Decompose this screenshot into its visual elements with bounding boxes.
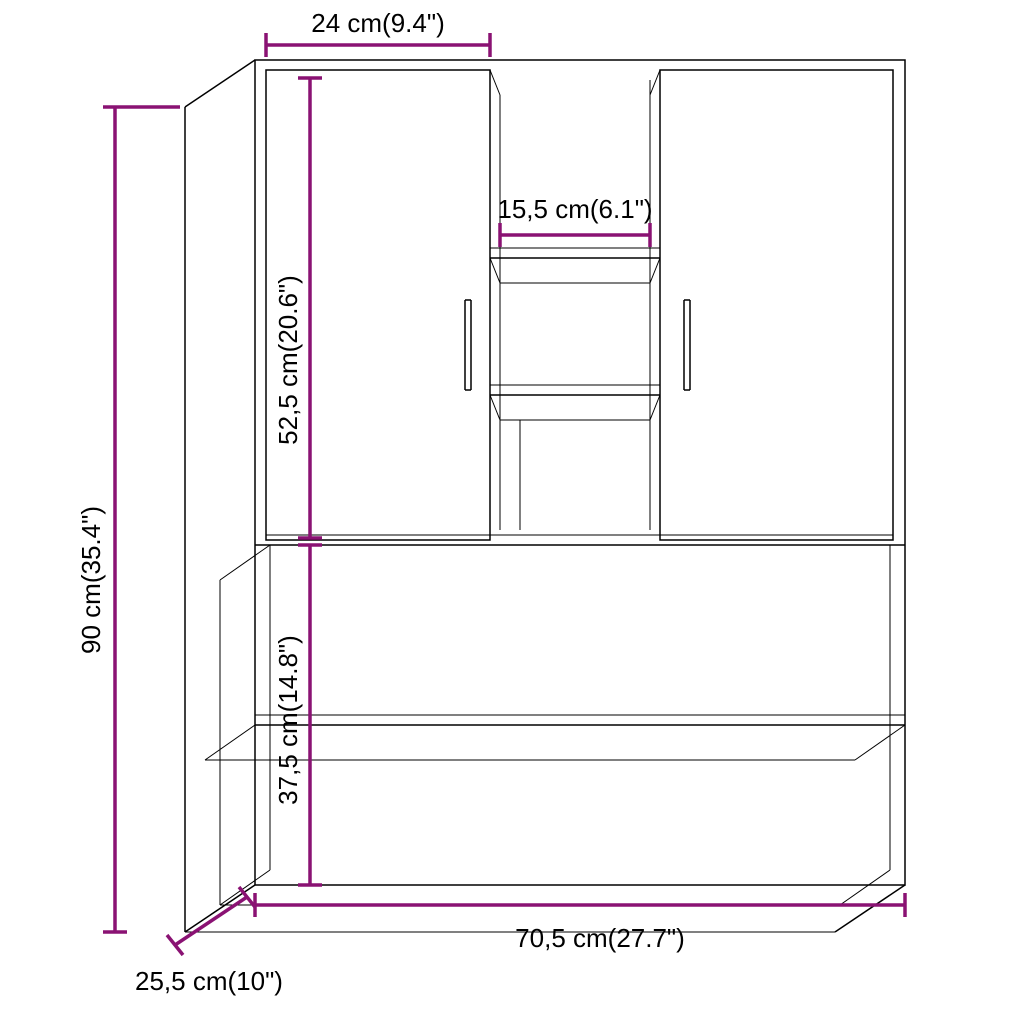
dim-inner-width-in: (6.1") — [590, 194, 653, 224]
dim-depth-in: (10") — [228, 966, 283, 996]
dim-lower-height-in: (14.8") — [273, 635, 303, 712]
dim-inner-width: 15,5 cm(6.1") — [497, 194, 652, 247]
dim-door-width: 24 cm(9.4") — [266, 8, 490, 57]
left-door-handle — [465, 300, 471, 390]
svg-text:37,5 cm(14.8"): 37,5 cm(14.8") — [273, 635, 303, 805]
dim-door-height-cm: 52,5 cm — [273, 352, 303, 445]
svg-text:52,5 cm(20.6"): 52,5 cm(20.6") — [273, 275, 303, 445]
svg-text:25,5 cm(10"): 25,5 cm(10") — [135, 966, 283, 996]
right-door-handle — [684, 300, 690, 390]
svg-text:70,5 cm(27.7"): 70,5 cm(27.7") — [515, 923, 685, 953]
dim-lower-height-cm: 37,5 cm — [273, 712, 303, 805]
dim-total-height: 90 cm(35.4") — [76, 107, 180, 932]
dim-inner-width-cm: 15,5 cm — [497, 194, 590, 224]
dim-total-width-in: (27.7") — [608, 923, 685, 953]
dim-total-height-in: (35.4") — [76, 506, 106, 583]
dim-door-width-in: (9.4") — [382, 8, 445, 38]
dim-door-width-cm: 24 cm — [311, 8, 382, 38]
interior-shelves — [490, 70, 660, 530]
dim-total-height-cm: 90 cm — [76, 583, 106, 654]
dim-depth-cm: 25,5 cm — [135, 966, 228, 996]
dimension-diagram: 90 cm(35.4") 52,5 cm(20.6") 37,5 cm(14.8… — [0, 0, 1024, 1024]
dim-total-width-cm: 70,5 cm — [515, 923, 608, 953]
dim-door-height-in: (20.6") — [273, 275, 303, 352]
svg-text:90 cm(35.4"): 90 cm(35.4") — [76, 506, 106, 654]
svg-text:24 cm(9.4"): 24 cm(9.4") — [311, 8, 445, 38]
svg-text:15,5 cm(6.1"): 15,5 cm(6.1") — [497, 194, 652, 224]
dim-door-height: 52,5 cm(20.6") — [273, 78, 322, 538]
dim-total-width: 70,5 cm(27.7") — [255, 893, 905, 953]
